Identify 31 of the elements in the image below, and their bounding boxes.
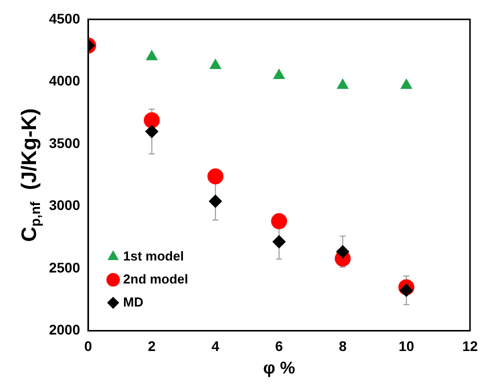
x-tick-label: 6: [275, 338, 284, 354]
y-tick-label: 4500: [48, 10, 80, 26]
x-axis-title: φ %: [263, 358, 296, 378]
legend-label: 2nd model: [123, 271, 188, 286]
x-tick-label: 4: [212, 338, 220, 354]
y-tick-label: 4000: [48, 72, 80, 89]
legend-label: MD: [123, 294, 144, 310]
legend-label: 1st model: [123, 248, 184, 264]
y-axis-title: Cp,nf (J/Kg-K): [18, 108, 44, 242]
point: [210, 58, 222, 69]
y-tick-label: 3500: [48, 134, 80, 151]
x-tick-label: 0: [84, 338, 92, 354]
y-tick-label: 3000: [48, 197, 80, 214]
point: [144, 112, 160, 128]
x-tick-label: 10: [398, 338, 414, 354]
x-tick-label: 12: [462, 338, 478, 354]
point: [337, 78, 348, 89]
point: [336, 245, 350, 258]
point: [273, 68, 285, 79]
point: [208, 194, 222, 208]
y-tick-label: 2000: [48, 322, 80, 338]
x-tick-label: 8: [338, 338, 347, 354]
point: [272, 235, 286, 248]
y-tick-label: 2500: [48, 259, 80, 276]
point: [146, 50, 158, 60]
point: [145, 125, 158, 138]
point: [400, 78, 412, 89]
point: [207, 168, 224, 184]
point: [271, 213, 288, 230]
x-tick-label: 2: [148, 338, 156, 354]
point: [400, 284, 413, 297]
